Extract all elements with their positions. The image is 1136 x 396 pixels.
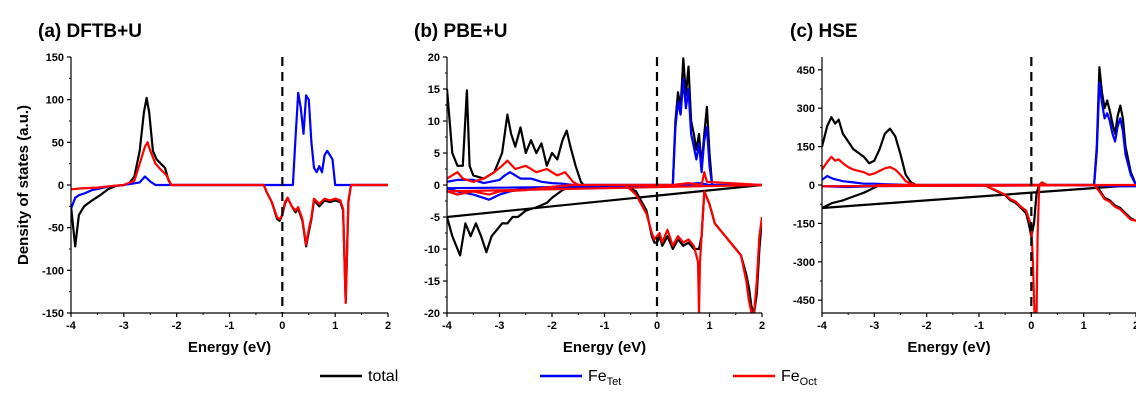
y-tick-label: -50 — [48, 223, 64, 235]
x-tick-label: -1 — [600, 320, 610, 332]
x-tick-label: 0 — [654, 320, 660, 332]
series-FeTet-line — [71, 91, 388, 210]
y-tick-label: 300 — [797, 103, 815, 115]
x-axis-title: Energy (eV) — [563, 339, 646, 356]
y-tick-label: 450 — [797, 65, 815, 77]
y-tick-label: 0 — [809, 180, 815, 192]
y-tick-label: 5 — [434, 148, 440, 160]
series-total-line — [822, 66, 1136, 238]
legend-label: FeOct — [781, 368, 817, 388]
x-tick-label: -4 — [442, 320, 453, 332]
series-total-line — [447, 57, 762, 313]
x-axis-title: Energy (eV) — [907, 339, 990, 356]
y-tick-label: 50 — [52, 137, 64, 149]
y-tick-label: -100 — [42, 265, 64, 277]
panel-title: (c) HSE — [790, 21, 858, 42]
x-tick-label: -4 — [817, 320, 828, 332]
legend-item-total: total — [320, 368, 398, 385]
series-FeOct-line — [447, 159, 762, 313]
x-tick-label: -1 — [974, 320, 984, 332]
y-tick-label: -20 — [424, 308, 440, 320]
legend-item-FeOct: FeOct — [733, 368, 817, 388]
legend: total FeTet FeOct — [320, 368, 817, 388]
y-tick-label: 100 — [46, 95, 64, 107]
y-tick-label: -150 — [42, 308, 64, 320]
x-tick-label: 2 — [385, 320, 391, 332]
y-tick-label: -150 — [793, 218, 815, 230]
x-tick-label: -4 — [66, 320, 77, 332]
y-tick-label: 10 — [428, 116, 440, 128]
x-tick-label: 1 — [706, 320, 712, 332]
panel-1: (a) DFTB+U -150 -100 -50 0 50 100 150 -4 -3 -2 -1 0 1… — [38, 21, 391, 356]
series-FeOct-line — [71, 141, 388, 304]
y-tick-label: 0 — [434, 180, 440, 192]
x-tick-label: -2 — [547, 320, 557, 332]
legend-label: total — [368, 368, 398, 385]
y-tick-label: -10 — [424, 244, 440, 256]
x-tick-label: 0 — [279, 320, 285, 332]
x-tick-label: -3 — [495, 320, 505, 332]
y-tick-label: -5 — [430, 212, 440, 224]
x-tick-label: -1 — [225, 320, 235, 332]
series-FeTet-line — [822, 81, 1136, 189]
x-tick-label: -3 — [869, 320, 879, 332]
y-tick-label: -450 — [793, 295, 815, 307]
x-tick-label: 0 — [1028, 320, 1034, 332]
x-axis-title: Energy (eV) — [188, 339, 271, 356]
panel-title: (b) PBE+U — [414, 21, 507, 42]
x-tick-label: 1 — [1081, 320, 1087, 332]
x-tick-label: -2 — [922, 320, 932, 332]
panel-title: (a) DFTB+U — [38, 21, 142, 42]
legend-label: FeTet — [588, 368, 621, 388]
series-FeOct-line — [822, 155, 1136, 313]
y-tick-label: -15 — [424, 276, 440, 288]
y-tick-label: -300 — [793, 257, 815, 269]
y-tick-label: 0 — [58, 180, 64, 192]
x-tick-label: 2 — [1133, 320, 1136, 332]
y-tick-label: 20 — [428, 52, 440, 64]
y-tick-label: 150 — [46, 52, 64, 64]
y-tick-label: 150 — [797, 142, 815, 154]
y-axis-title: Density of states (a.u.) — [15, 105, 32, 265]
x-tick-label: 2 — [759, 320, 765, 332]
x-tick-label: -3 — [119, 320, 129, 332]
legend-item-FeTet: FeTet — [540, 368, 621, 388]
panel-3: (c) HSE -450 -300 -150 0 150 300 450 -4 -3 -2 -1 0 1 2… — [790, 21, 1136, 356]
y-tick-label: 15 — [428, 84, 440, 96]
x-tick-label: -2 — [172, 320, 182, 332]
x-tick-label: 1 — [332, 320, 338, 332]
